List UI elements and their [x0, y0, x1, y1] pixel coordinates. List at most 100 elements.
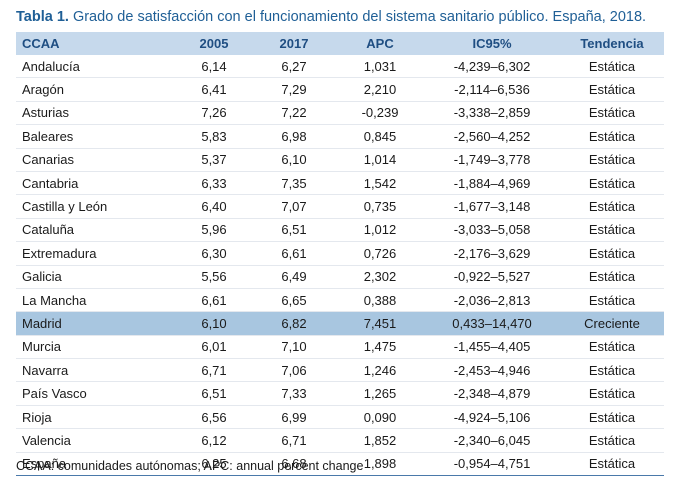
cell-2017: 7,06	[252, 358, 336, 383]
cell-2005: 5,83	[176, 124, 252, 149]
cell-tendencia: Estática	[560, 428, 664, 453]
cell-2017: 6,51	[252, 218, 336, 243]
table-row: Valencia 6,12 6,71 1,852 -2,340–6,045 Estátic…	[16, 428, 664, 453]
header-ic95: IC95%	[424, 32, 560, 55]
cell-ic95: -2,348–4,879	[424, 381, 560, 406]
cell-tendencia: Estática	[560, 405, 664, 430]
cell-ccaa: Cataluña	[16, 218, 176, 243]
cell-2005: 6,10	[176, 311, 252, 336]
cell-2017: 6,27	[252, 55, 336, 79]
cell-tendencia: Estática	[560, 288, 664, 313]
cell-ccaa: Cantabria	[16, 171, 176, 196]
table-header-row: CCAA 2005 2017 APC IC95% Tendencia	[16, 32, 664, 55]
table-row: Cantabria 6,33 7,35 1,542 -1,884–4,969 Estáti…	[16, 171, 664, 196]
table-row: Murcia 6,01 7,10 1,475 -1,455–4,405 Estática	[16, 335, 664, 360]
cell-2017: 7,10	[252, 335, 336, 360]
cell-2005: 6,01	[176, 335, 252, 360]
cell-2005: 6,25	[176, 452, 252, 477]
table-row: Galicia 5,56 6,49 2,302 -0,922–5,527 Estática	[16, 265, 664, 289]
cell-2005: 5,56	[176, 265, 252, 289]
cell-tendencia: Estática	[560, 148, 664, 172]
cell-ccaa: Valencia	[16, 428, 176, 453]
cell-ic95: -2,114–6,536	[424, 77, 560, 102]
header-apc: APC	[336, 32, 424, 55]
cell-tendencia: Estática	[560, 265, 664, 289]
cell-tendencia: Estática	[560, 218, 664, 243]
table-row: Cataluña 5,96 6,51 1,012 -3,033–5,058 Estátic…	[16, 218, 664, 243]
table-row: Castilla y León 6,40 7,07 0,735 -1,677–3,148…	[16, 194, 664, 219]
cell-2005: 6,41	[176, 77, 252, 102]
table-row: Asturias 7,26 7,22 -0,239 -3,338–2,859 Estáti…	[16, 101, 664, 126]
table-row: Baleares 5,83 6,98 0,845 -2,560–4,252 Estátic…	[16, 124, 664, 149]
table-row: Aragón 6,41 7,29 2,210 -2,114–6,536 Estática	[16, 77, 664, 102]
cell-2017: 6,82	[252, 311, 336, 336]
cell-apc: 1,012	[336, 218, 424, 243]
cell-tendencia: Estática	[560, 77, 664, 102]
table-body: Andalucía 6,14 6,27 1,031 -4,239–6,302 Estáti…	[16, 55, 664, 477]
cell-ic95: -0,922–5,527	[424, 265, 560, 289]
cell-ic95: 0,433–14,470	[424, 311, 560, 336]
cell-2005: 6,33	[176, 171, 252, 196]
table-caption: Tabla 1. Grado de satisfacción con el fu…	[16, 6, 676, 28]
cell-2005: 6,30	[176, 241, 252, 266]
cell-2005: 6,14	[176, 55, 252, 79]
cell-2005: 7,26	[176, 101, 252, 126]
cell-ccaa: Rioja	[16, 405, 176, 430]
cell-ic95: -0,954–4,751	[424, 452, 560, 477]
cell-tendencia: Estática	[560, 124, 664, 149]
cell-ccaa: España	[16, 452, 176, 477]
table-row: País Vasco 6,51 7,33 1,265 -2,348–4,879 Estát…	[16, 381, 664, 406]
cell-tendencia: Estática	[560, 171, 664, 196]
cell-ccaa: Galicia	[16, 265, 176, 289]
cell-apc: 2,302	[336, 265, 424, 289]
table-caption-text: Grado de satisfacción con el funcionamie…	[72, 9, 647, 25]
cell-ccaa: Murcia	[16, 335, 176, 360]
cell-ic95: -4,239–6,302	[424, 55, 560, 79]
cell-ic95: -1,455–4,405	[424, 335, 560, 360]
cell-2005: 6,51	[176, 381, 252, 406]
cell-tendencia: Estática	[560, 358, 664, 383]
cell-tendencia: Estática	[560, 452, 664, 477]
cell-tendencia: Estática	[560, 335, 664, 360]
cell-2017: 6,49	[252, 265, 336, 289]
cell-apc: 2,210	[336, 77, 424, 102]
cell-2017: 6,98	[252, 124, 336, 149]
cell-ccaa: País Vasco	[16, 381, 176, 406]
header-2017: 2017	[252, 32, 336, 55]
cell-tendencia: Estática	[560, 55, 664, 79]
cell-apc: 0,845	[336, 124, 424, 149]
cell-tendencia: Estática	[560, 381, 664, 406]
cell-2005: 6,56	[176, 405, 252, 430]
cell-2005: 5,37	[176, 148, 252, 172]
table-row: La Mancha 6,61 6,65 0,388 -2,036–2,813 Estáti…	[16, 288, 664, 313]
cell-ic95: -3,338–2,859	[424, 101, 560, 126]
cell-apc: 0,090	[336, 405, 424, 430]
cell-apc: 0,735	[336, 194, 424, 219]
cell-2017: 6,61	[252, 241, 336, 266]
cell-2005: 6,61	[176, 288, 252, 313]
cell-apc: 1,898	[336, 452, 424, 477]
cell-2005: 6,71	[176, 358, 252, 383]
header-ccaa: CCAA	[16, 32, 176, 55]
cell-2017: 6,99	[252, 405, 336, 430]
table-row: Extremadura 6,30 6,61 0,726 -2,176–3,629 Está…	[16, 241, 664, 266]
cell-ic95: -1,749–3,778	[424, 148, 560, 172]
cell-2017: 6,65	[252, 288, 336, 313]
cell-tendencia: Estática	[560, 101, 664, 126]
cell-ic95: -1,884–4,969	[424, 171, 560, 196]
cell-apc: 1,475	[336, 335, 424, 360]
table-row: Canarias 5,37 6,10 1,014 -1,749–3,778 Estátic…	[16, 148, 664, 172]
cell-apc: 1,246	[336, 358, 424, 383]
cell-tendencia: Estática	[560, 241, 664, 266]
cell-apc: 1,542	[336, 171, 424, 196]
cell-tendencia: Estática	[560, 194, 664, 219]
cell-ccaa: Madrid	[16, 311, 176, 336]
cell-2017: 7,35	[252, 171, 336, 196]
cell-2017: 7,22	[252, 101, 336, 126]
cell-ccaa: Navarra	[16, 358, 176, 383]
cell-2017: 7,33	[252, 381, 336, 406]
cell-apc: 7,451	[336, 311, 424, 336]
cell-apc: 1,014	[336, 148, 424, 172]
cell-apc: 1,265	[336, 381, 424, 406]
cell-2005: 6,40	[176, 194, 252, 219]
